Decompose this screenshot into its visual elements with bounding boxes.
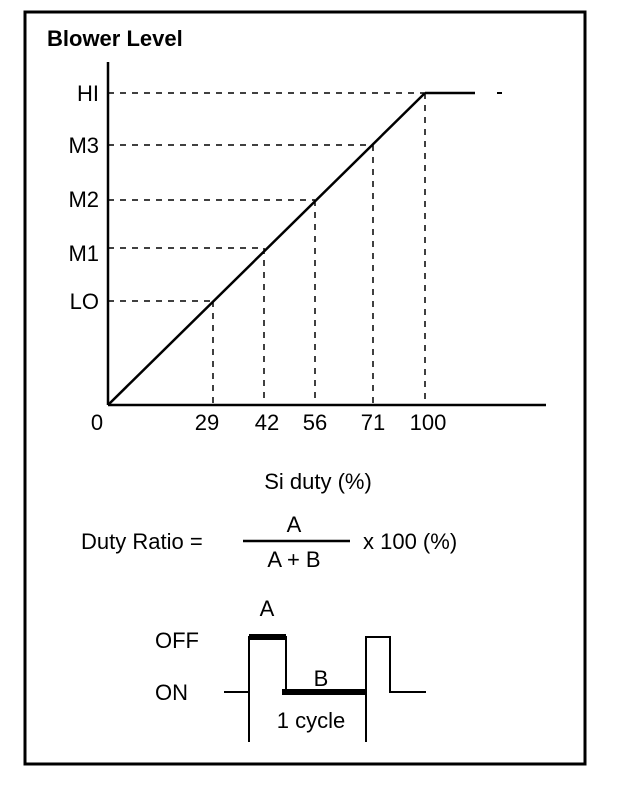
waveform-b-label: B	[314, 666, 329, 691]
chart-title: Blower Level	[47, 26, 183, 51]
y-label-m2: M2	[68, 187, 99, 212]
frame-border	[23, 10, 587, 766]
x-tick-29: 29	[195, 410, 219, 435]
formula-lhs: Duty Ratio =	[81, 529, 203, 554]
y-label-hi: HI	[77, 81, 99, 106]
waveform-cycle-label: 1 cycle	[277, 708, 345, 733]
formula-rhs: x 100 (%)	[363, 529, 457, 554]
y-label-m3: M3	[68, 133, 99, 158]
y-label-lo: LO	[70, 289, 99, 314]
x-tick-100: 100	[410, 410, 447, 435]
x-axis-label: Si duty (%)	[264, 469, 372, 494]
origin-label: 0	[91, 410, 103, 435]
formula-denominator: A + B	[267, 547, 320, 572]
x-tick-56: 56	[303, 410, 327, 435]
waveform-a-label: A	[260, 596, 275, 621]
x-tick-71: 71	[361, 410, 385, 435]
formula-numerator: A	[287, 512, 302, 537]
x-tick-42: 42	[255, 410, 279, 435]
waveform-on-label: ON	[155, 680, 188, 705]
waveform-off-label: OFF	[155, 628, 199, 653]
blower-response-line	[107, 92, 426, 406]
y-label-m1: M1	[68, 241, 99, 266]
